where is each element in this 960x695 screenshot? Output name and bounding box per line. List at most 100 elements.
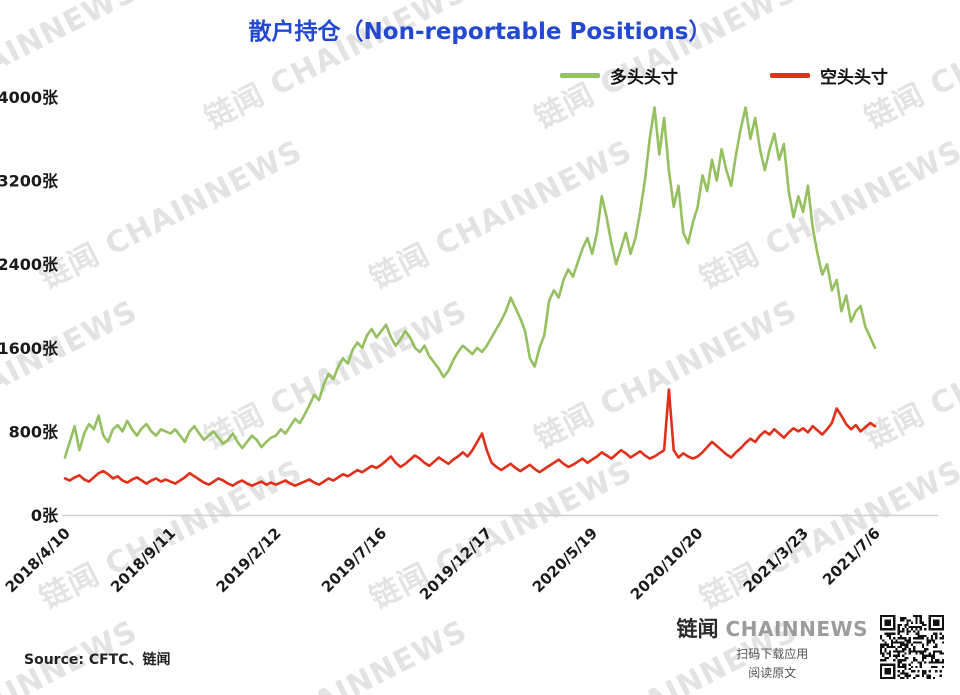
qr-module <box>910 628 914 631</box>
qr-module <box>915 650 918 653</box>
qr-module <box>932 661 936 664</box>
qr-module <box>888 652 892 655</box>
qr-module <box>939 661 942 664</box>
qr-module <box>919 625 922 629</box>
qr-module <box>895 650 898 653</box>
qr-module <box>880 643 883 646</box>
qr-module <box>880 650 883 653</box>
x-tick-label: 2021/7/6 <box>819 524 884 589</box>
qr-module <box>930 654 933 657</box>
qr-caption-line1: 扫码下载应用 <box>736 646 809 661</box>
qr-module <box>893 636 896 640</box>
y-tick-label: 2400张 <box>0 255 59 274</box>
qr-module <box>919 650 922 653</box>
qr-module <box>926 641 929 644</box>
qr-module <box>910 643 914 646</box>
qr-module <box>926 674 929 677</box>
qr-module <box>882 654 885 657</box>
qr-module <box>906 645 909 648</box>
qr-module <box>919 652 922 655</box>
qr-module <box>884 643 887 646</box>
qr-module <box>902 628 905 631</box>
qr-module <box>915 674 918 677</box>
qr-module <box>919 634 922 637</box>
x-tick-label: 2018/4/10 <box>2 524 74 596</box>
qr-module <box>921 672 925 675</box>
qr-module <box>930 636 933 640</box>
qr-module <box>893 641 896 644</box>
qr-module <box>915 619 918 622</box>
qr-module <box>930 658 933 662</box>
brand-footer: 链闻 CHAINNEWS 扫码下载应用 阅读原文 <box>677 613 944 681</box>
qr-module <box>899 623 903 626</box>
qr-module <box>886 656 889 659</box>
qr-module <box>908 652 911 655</box>
qr-module <box>917 630 920 633</box>
qr-module <box>893 654 896 657</box>
x-tick-label: 2018/9/11 <box>107 524 179 596</box>
qr-module <box>926 643 929 646</box>
qr-module <box>928 639 931 642</box>
qr-module <box>902 658 905 662</box>
qr-module <box>921 634 925 637</box>
qr-module <box>897 665 900 668</box>
legend-item-long: 多头头寸 <box>560 63 678 88</box>
qr-module <box>904 636 907 640</box>
qr-module <box>910 669 914 673</box>
qr-module <box>930 661 933 664</box>
qr-module <box>902 641 905 644</box>
qr-module <box>899 643 903 646</box>
qr-module <box>906 674 909 677</box>
qr-module <box>921 623 925 626</box>
qr-module <box>908 625 911 629</box>
qr-module <box>904 665 907 668</box>
qr-module <box>888 650 892 653</box>
qr-module <box>902 669 905 673</box>
qr-module <box>908 650 911 653</box>
qr-module <box>899 676 903 679</box>
qr-module <box>897 650 900 653</box>
qr-module <box>939 674 942 677</box>
qr-module <box>904 639 907 642</box>
qr-module <box>906 619 909 622</box>
qr-module <box>897 674 900 677</box>
qr-module <box>904 652 907 655</box>
qr-module <box>886 643 889 646</box>
brand-logo-cn: 链闻 <box>676 616 719 641</box>
qr-module <box>880 645 883 648</box>
qr-module <box>939 636 942 640</box>
qr-module <box>888 654 892 657</box>
qr-module <box>935 634 938 637</box>
qr-module <box>932 654 936 657</box>
qr-module <box>919 665 922 668</box>
qr-module <box>924 634 927 637</box>
qr-module <box>935 669 938 673</box>
qr-module <box>935 636 938 640</box>
qr-module <box>937 661 940 664</box>
qr-module <box>895 647 898 651</box>
qr-module <box>902 643 905 646</box>
qr-module <box>899 665 903 668</box>
qr-module <box>906 643 909 646</box>
qr-module <box>926 639 929 642</box>
qr-module <box>897 632 900 635</box>
qr-module <box>884 647 887 651</box>
qr-module <box>880 636 883 640</box>
qr-module <box>888 645 892 648</box>
qr-module <box>924 656 927 659</box>
qr-module <box>888 634 892 637</box>
qr-module <box>882 645 885 648</box>
y-tick-label: 4000张 <box>0 88 59 107</box>
qr-module <box>924 672 927 675</box>
qr-module <box>924 654 927 657</box>
qr-module <box>895 641 898 644</box>
qr-module <box>880 647 883 651</box>
qr-module <box>926 676 929 679</box>
qr-module <box>926 636 929 640</box>
qr-module <box>908 630 911 633</box>
qr-module <box>935 645 938 648</box>
qr-module <box>893 650 896 653</box>
qr-module <box>921 658 925 662</box>
x-tick-label: 2019/7/16 <box>318 524 390 596</box>
